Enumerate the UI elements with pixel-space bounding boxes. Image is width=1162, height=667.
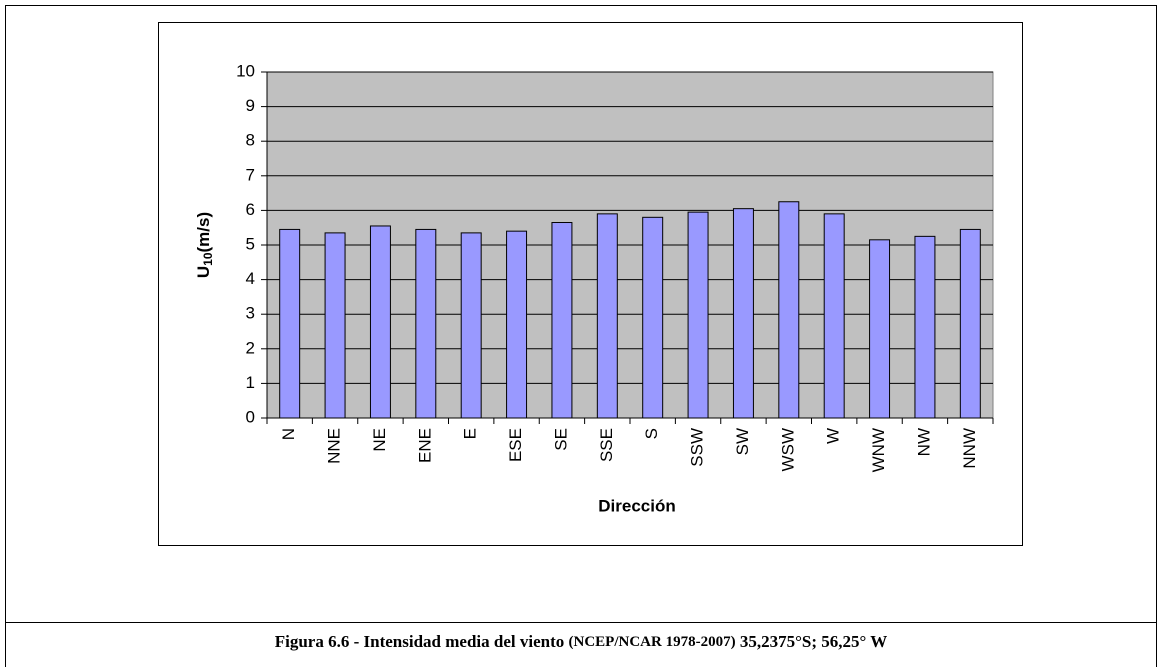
caption-main: Figura 6.6 - Intensidad media del viento bbox=[275, 632, 565, 651]
x-tick-label: SE bbox=[551, 428, 570, 451]
bar bbox=[778, 201, 800, 419]
bar bbox=[415, 228, 437, 419]
y-tick-label: 9 bbox=[246, 96, 255, 115]
x-tick-label: ESE bbox=[506, 428, 525, 462]
caption: Figura 6.6 - Intensidad media del viento… bbox=[275, 632, 887, 651]
x-tick-label: E bbox=[461, 428, 480, 439]
bar bbox=[914, 235, 936, 419]
x-tick-label: N bbox=[279, 428, 298, 440]
y-tick-label: 1 bbox=[246, 373, 255, 392]
y-tick-label: 3 bbox=[246, 304, 255, 323]
bar bbox=[279, 228, 301, 419]
x-tick-label: NNW bbox=[960, 428, 979, 469]
x-tick-label: W bbox=[824, 428, 843, 444]
x-tick-label: ENE bbox=[415, 428, 434, 463]
x-tick-label: S bbox=[642, 428, 661, 439]
x-tick-label: WNW bbox=[869, 428, 888, 472]
bar bbox=[596, 213, 618, 419]
x-tick-label: SW bbox=[733, 428, 752, 455]
x-tick-label: WSW bbox=[778, 428, 797, 471]
x-tick-label: SSW bbox=[688, 428, 707, 467]
bar bbox=[642, 216, 664, 419]
bar bbox=[324, 232, 346, 419]
bar bbox=[460, 232, 482, 419]
x-tick-label: SSE bbox=[597, 428, 616, 462]
y-label-rest: (m/s) bbox=[194, 212, 213, 253]
y-tick-label: 10 bbox=[236, 61, 255, 80]
y-tick-label: 5 bbox=[246, 234, 255, 253]
y-tick-label: 6 bbox=[246, 200, 255, 219]
x-tick-label: NNE bbox=[325, 428, 344, 464]
y-tick-label: 8 bbox=[246, 131, 255, 150]
y-tick-label: 7 bbox=[246, 165, 255, 184]
caption-coords: 35,2375°S; 56,25° W bbox=[740, 632, 887, 651]
x-axis-label: Dirección bbox=[598, 496, 675, 515]
caption-source: (NCEP/NCAR 1978-2007) bbox=[569, 634, 736, 650]
bar bbox=[959, 228, 981, 419]
y-tick-label: 2 bbox=[246, 338, 255, 357]
bar bbox=[551, 222, 573, 419]
y-tick-label: 0 bbox=[246, 407, 255, 426]
bar bbox=[732, 208, 754, 419]
bar bbox=[869, 239, 891, 419]
bar bbox=[369, 225, 391, 419]
y-label-sub: 10 bbox=[201, 252, 215, 266]
bar bbox=[687, 211, 709, 419]
x-tick-label: NE bbox=[370, 428, 389, 452]
y-tick-label: 4 bbox=[246, 269, 255, 288]
x-tick-label: NW bbox=[914, 428, 933, 456]
y-label-main: U bbox=[194, 266, 213, 278]
y-axis-label: U10(m/s) bbox=[194, 212, 215, 278]
bar bbox=[823, 213, 845, 419]
figure-frame bbox=[5, 5, 1157, 667]
bar bbox=[506, 230, 528, 419]
